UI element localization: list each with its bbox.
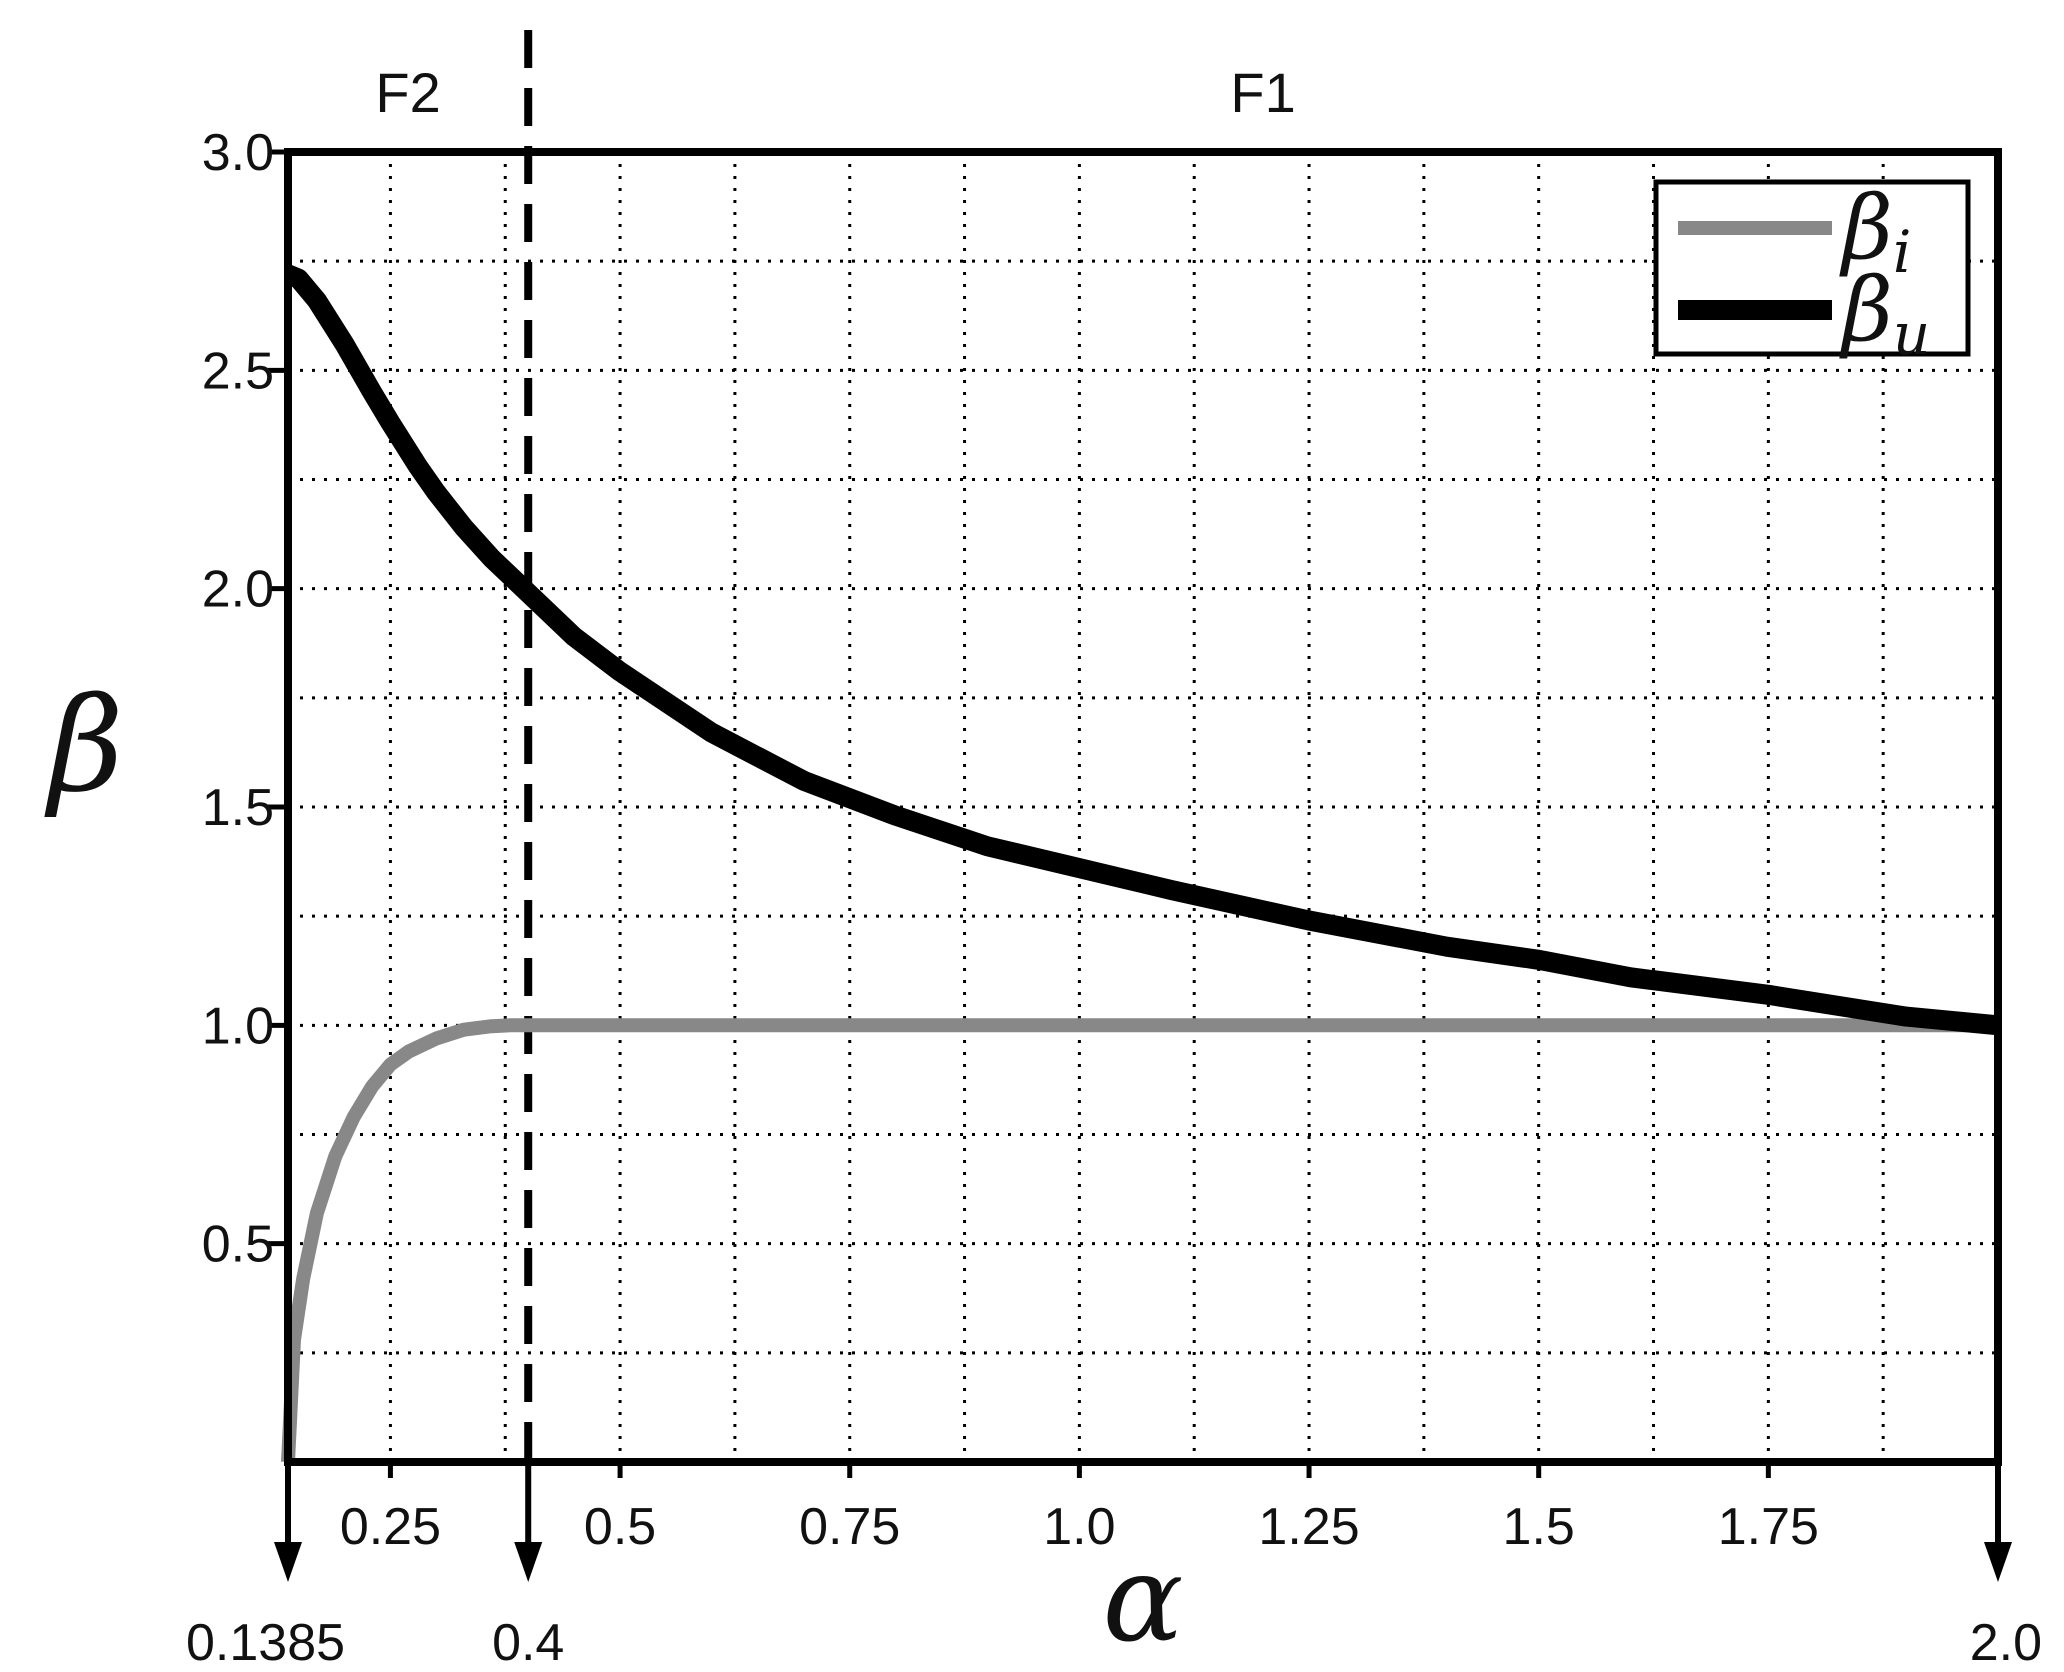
x-tick-label: 0.5 [584, 1498, 656, 1556]
y-tick-label: 1.0 [202, 997, 274, 1055]
region-labels: F2 F1 [375, 61, 1295, 124]
region-label: F2 [375, 61, 440, 124]
legend-symbol: β [1839, 176, 1893, 279]
series-line-i [281, 1018, 1998, 1463]
marker-arrow-head [1984, 1542, 2012, 1582]
series-line-u [284, 265, 1999, 1036]
legend-symbol: β [1839, 258, 1893, 361]
legend-box [1653, 179, 1971, 357]
legend-subscript: i [1893, 218, 1912, 286]
marker-tick-label: 0.1385 [186, 1614, 345, 1672]
marker-tick-label: 2.0 [1970, 1614, 2042, 1672]
x-axis-ticks: 0.25 0.5 0.75 1.0 1.25 1.5 1.75 [340, 1462, 1819, 1556]
x-tick-label: 1.0 [1043, 1498, 1115, 1556]
y-tick-label: 0.5 [202, 1216, 274, 1274]
legend-label: βu [1839, 258, 1930, 368]
x-tick-label: 1.25 [1258, 1498, 1359, 1556]
x-tick-label: 0.75 [799, 1498, 900, 1556]
y-tick-label: 3.0 [202, 124, 274, 182]
legend-label: βi [1839, 176, 1911, 286]
marker-tick-label: 0.4 [492, 1614, 564, 1672]
x-tick-label: 1.5 [1503, 1498, 1575, 1556]
y-tick-label: 1.5 [202, 779, 274, 837]
legend-subscript: u [1893, 300, 1930, 368]
series-layer [281, 265, 1999, 1463]
y-tick-label: 2.0 [202, 561, 274, 619]
marker-arrow-head [514, 1542, 543, 1582]
y-axis-ticks: 0.5 1.0 1.5 2.0 2.5 3.0 [202, 124, 288, 1274]
marker-arrow-head [274, 1542, 302, 1582]
y-axis-label: β [43, 669, 123, 821]
x-axis-label: α [1102, 1530, 1183, 1669]
x-marker-ticks: 0.1385 0.4 2.0 [186, 1462, 2042, 1672]
region-label: F1 [1230, 61, 1295, 124]
x-tick-label: 0.25 [340, 1498, 441, 1556]
x-tick-label: 1.75 [1718, 1498, 1819, 1556]
y-tick-label: 2.5 [202, 342, 274, 400]
